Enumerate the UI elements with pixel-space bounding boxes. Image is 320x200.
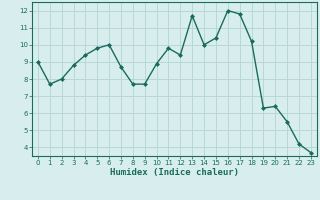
X-axis label: Humidex (Indice chaleur): Humidex (Indice chaleur) [110, 168, 239, 177]
